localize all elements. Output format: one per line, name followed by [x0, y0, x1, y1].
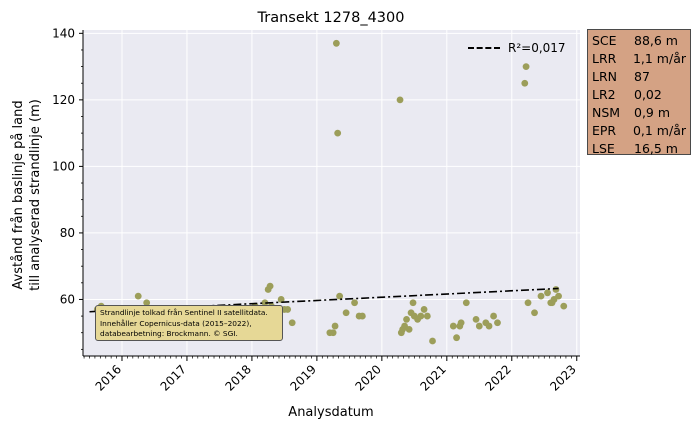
y-tick-label: 60	[60, 292, 75, 306]
data-point	[403, 316, 410, 323]
data-point	[329, 329, 337, 337]
data-point	[521, 79, 529, 87]
data-point	[475, 322, 483, 330]
x-tick-label: 2017	[158, 362, 189, 393]
x-tick-label: 2023	[547, 362, 578, 393]
y-tick-label: 80	[60, 226, 75, 240]
x-tick-label: 2016	[93, 362, 124, 393]
data-point	[417, 312, 425, 320]
x-tick-label: 2021	[417, 362, 448, 393]
data-point	[336, 292, 344, 300]
data-point	[420, 306, 428, 313]
legend-trend-line-swatch	[468, 47, 500, 49]
data-point	[143, 299, 151, 307]
data-point	[453, 334, 460, 342]
stat-value: 0,9 m	[634, 105, 671, 120]
stat-value: 87	[634, 69, 650, 84]
stat-row-epr: EPR 0,1 m/år	[592, 122, 686, 140]
y-tick-label: 140	[52, 26, 75, 40]
data-point	[560, 302, 568, 310]
stat-key: LRR	[592, 51, 617, 66]
data-point	[544, 289, 551, 297]
data-point	[490, 312, 497, 320]
plot-area	[83, 30, 580, 356]
x-tick-label: 2018	[223, 362, 254, 393]
stat-key: LR2	[592, 87, 616, 102]
y-axis-title-line-2: till analyserad strandlinje (m)	[28, 99, 43, 291]
stat-row-nsm: NSM 0,9 m	[592, 104, 686, 122]
data-point	[284, 306, 292, 313]
x-tick-label: 2020	[352, 362, 383, 393]
attribution-line: Innehåller Copernicus-data (2015–2022),	[100, 318, 252, 328]
grid	[83, 30, 580, 356]
stat-row-lse: LSE 16,5 m	[592, 140, 686, 158]
stat-value: 0,1 m/år	[632, 123, 686, 138]
legend: R²=0,017	[468, 38, 566, 58]
chart-title: Transekt 1278_4300	[257, 10, 405, 26]
data-point	[342, 309, 350, 317]
data-point	[457, 319, 465, 327]
data-point	[334, 129, 342, 137]
x-axis-title: Analysdatum	[288, 405, 373, 420]
trend-line	[89, 287, 559, 313]
y-axis-title-line-1: Avstånd från baslinje på land	[11, 100, 26, 289]
trend-line-group	[89, 287, 559, 313]
data-point	[358, 312, 366, 320]
data-point	[555, 292, 562, 300]
data-point	[277, 296, 285, 303]
stat-row-lrn: LRN 87	[592, 68, 686, 86]
stat-row-sce: SCE 88,6 m	[592, 32, 686, 50]
data-point	[266, 282, 274, 290]
x-tick-label: 2019	[288, 362, 319, 393]
data-point	[409, 299, 417, 307]
data-point	[423, 312, 431, 320]
data-point	[429, 337, 436, 345]
stat-value: 88,6 m	[634, 33, 678, 48]
attribution-line: Strandlinje tolkad från Sentinel II sate…	[100, 308, 268, 317]
attribution-box: Strandlinje tolkad från Sentinel II sate…	[95, 305, 283, 341]
stat-value: 1,1 m/år	[632, 51, 686, 66]
data-point	[485, 322, 493, 330]
data-point	[472, 316, 480, 323]
stat-value: 16,5 m	[634, 141, 678, 156]
stat-row-lr2: LR2 0,02	[592, 86, 686, 104]
data-point	[332, 39, 340, 47]
statistics-box: SCE 88,6 m LRR 1,1 m/år LRN 87 LR2 0,02 …	[587, 29, 691, 158]
stat-key: LRN	[592, 69, 617, 84]
attribution-line: databearbetning: Brockmann. © SGI.	[100, 329, 238, 338]
data-point	[288, 319, 296, 327]
data-point	[494, 319, 501, 327]
data-point	[134, 292, 142, 300]
stat-row-lrr: LRR 1,1 m/år	[592, 50, 686, 68]
stat-key: EPR	[592, 123, 617, 138]
data-point	[449, 322, 457, 330]
data-point	[524, 299, 532, 307]
stat-value: 0,02	[634, 87, 662, 102]
data-point	[537, 292, 545, 300]
data-point	[331, 322, 339, 330]
stat-key: LSE	[592, 141, 615, 156]
data-point	[462, 299, 470, 307]
x-tick-label: 2022	[482, 362, 513, 393]
data-point	[351, 299, 358, 307]
data-point	[261, 299, 269, 307]
data-point	[522, 63, 530, 70]
data-point	[531, 309, 538, 317]
y-tick-label: 120	[52, 93, 75, 107]
data-point	[396, 96, 404, 104]
data-point	[405, 325, 413, 333]
legend-label: R²=0,017	[508, 41, 566, 55]
stat-key: NSM	[592, 105, 621, 120]
y-tick-label: 100	[52, 159, 75, 173]
stat-key: SCE	[592, 33, 617, 48]
